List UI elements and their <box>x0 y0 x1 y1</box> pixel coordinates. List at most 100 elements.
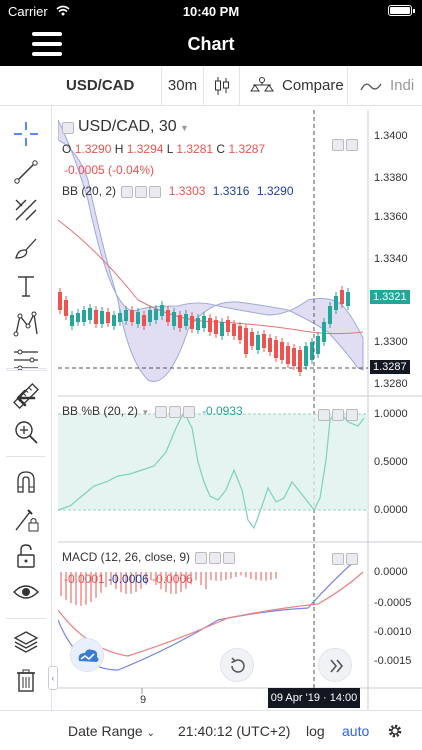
candle-body <box>262 334 266 348</box>
candle-body <box>64 300 68 316</box>
chart-area[interactable]: USD/CAD, 30 ▼ O 1.3290 H 1.3294 L 1.3281… <box>58 110 422 710</box>
reset-chart-button[interactable] <box>220 648 254 682</box>
pitchfork-icon[interactable] <box>12 196 40 224</box>
macd-tick: 0.0000 <box>374 566 408 578</box>
open-value: 1.3290 <box>74 142 112 156</box>
gear-icon[interactable] <box>386 722 404 740</box>
trash-icon[interactable] <box>12 666 40 694</box>
collapse-toolbar-button[interactable]: ‹ <box>48 666 58 690</box>
scroll-to-realtime-button[interactable] <box>318 648 352 682</box>
auto-scale-toggle[interactable]: auto <box>342 723 370 739</box>
pane-maximize-icon[interactable] <box>346 138 358 151</box>
macd-remove-icon[interactable] <box>223 551 236 564</box>
zoom-in-icon[interactable] <box>12 418 40 446</box>
candle-body <box>328 306 332 324</box>
pane-close-icon[interactable] <box>346 408 358 421</box>
symbol-search-button[interactable]: USD/CAD <box>0 66 162 106</box>
bb-lower-value: 1.3290 <box>256 184 294 198</box>
candle-body <box>88 308 92 320</box>
text-icon[interactable] <box>12 272 40 300</box>
candle-body <box>118 313 122 322</box>
sidebar-divider <box>6 618 46 619</box>
magnet-icon[interactable] <box>12 468 40 496</box>
open-label: O <box>62 142 72 156</box>
pane-move-down-icon[interactable] <box>332 408 344 421</box>
chart-canvas[interactable] <box>58 110 422 710</box>
series-title: USD/CAD, 30 <box>78 118 177 135</box>
lock-drawing-icon[interactable] <box>12 506 40 534</box>
compare-label: Compare <box>282 77 344 94</box>
candle-body <box>124 310 128 321</box>
date-range-button[interactable]: Date Range ⌄ <box>68 723 155 739</box>
candle-body <box>178 315 182 328</box>
brush-icon[interactable] <box>12 234 40 262</box>
series-menu-icon[interactable]: ▼ <box>180 123 189 133</box>
candle-body <box>130 310 134 322</box>
candle-body <box>238 326 242 340</box>
pane-move-up-icon[interactable] <box>332 552 344 565</box>
trend-line-icon[interactable] <box>12 158 40 186</box>
chevron-down-icon: ⌄ <box>146 728 155 739</box>
bottom-bar: Date Range ⌄ 21:40:12 (UTC+2) log auto <box>0 710 422 750</box>
layers-icon[interactable] <box>12 628 40 656</box>
bbpb-tick: 0.5000 <box>374 456 408 468</box>
candle-body <box>232 324 236 336</box>
chart-background <box>58 110 422 710</box>
candle-body <box>58 292 62 310</box>
candle-body <box>346 292 350 306</box>
compare-button[interactable]: Compare <box>240 66 348 106</box>
symbol-label: USD/CAD <box>66 77 135 94</box>
macd-visibility-icon[interactable] <box>209 551 222 564</box>
ruler-icon[interactable] <box>12 382 40 410</box>
macd-settings-icon[interactable] <box>195 551 208 564</box>
indicators-label: Indi <box>390 77 415 94</box>
eye-icon[interactable] <box>12 578 40 606</box>
pane-maximize-icon[interactable] <box>346 552 358 565</box>
macd-line-value: -0.0006 <box>108 572 149 586</box>
menu-icon[interactable] <box>32 32 62 56</box>
bbpb-menu-icon[interactable]: ▼ <box>141 408 150 417</box>
bbpb-settings-icon[interactable] <box>154 405 167 418</box>
cloud-logo-icon <box>78 649 99 662</box>
bbpb-tick: 1.0000 <box>374 408 408 420</box>
candle-body <box>160 305 164 316</box>
pane-move-down-icon[interactable] <box>332 138 344 151</box>
macd-pane-buttons <box>330 550 358 568</box>
bb-settings-icon[interactable] <box>121 185 134 198</box>
macd-histogram-value: -0.0001 <box>64 572 105 586</box>
chart-type-button[interactable] <box>204 66 240 106</box>
candle-body <box>310 342 314 360</box>
close-value: 1.3287 <box>228 142 266 156</box>
unlock-icon[interactable] <box>12 542 40 570</box>
candle-body <box>274 340 278 358</box>
macd-legend: MACD (12, 26, close, 9) <box>62 550 236 564</box>
bb-visibility-icon[interactable] <box>135 185 148 198</box>
macd-values: -0.0001 -0.0006 -0.0006 <box>64 572 193 586</box>
interval-button[interactable]: 30m <box>162 66 204 106</box>
crosshair-icon[interactable] <box>12 120 40 148</box>
collapse-legend-icon[interactable] <box>62 121 74 134</box>
candle-body <box>190 316 194 329</box>
candle-body <box>196 318 200 330</box>
bbpb-remove-icon[interactable] <box>182 405 195 418</box>
macd-signal-value: -0.0006 <box>152 572 193 586</box>
tv-logo-button[interactable] <box>70 638 104 672</box>
bb-remove-icon[interactable] <box>149 185 162 198</box>
candle-body <box>184 314 188 326</box>
pattern-icon[interactable] <box>12 310 40 338</box>
sidebar-divider <box>6 370 46 371</box>
battery-icon <box>388 5 415 16</box>
sidebar-divider <box>6 456 46 457</box>
bollinger-basis-line <box>58 219 364 335</box>
candle-body <box>82 310 86 322</box>
indicators-button[interactable]: Indi <box>348 66 422 106</box>
main-pane-legend: USD/CAD, 30 ▼ <box>62 118 189 136</box>
low-label: L <box>166 142 174 156</box>
drawing-toolbar <box>0 106 52 710</box>
log-scale-toggle[interactable]: log <box>306 723 325 739</box>
price-tick: 1.3380 <box>374 172 408 184</box>
crosshair-price-label: 1.3287 <box>370 360 410 374</box>
bbpb-visibility-icon[interactable] <box>168 405 181 418</box>
price-tick: 1.3400 <box>374 130 408 142</box>
pane-move-up-icon[interactable] <box>318 408 330 421</box>
